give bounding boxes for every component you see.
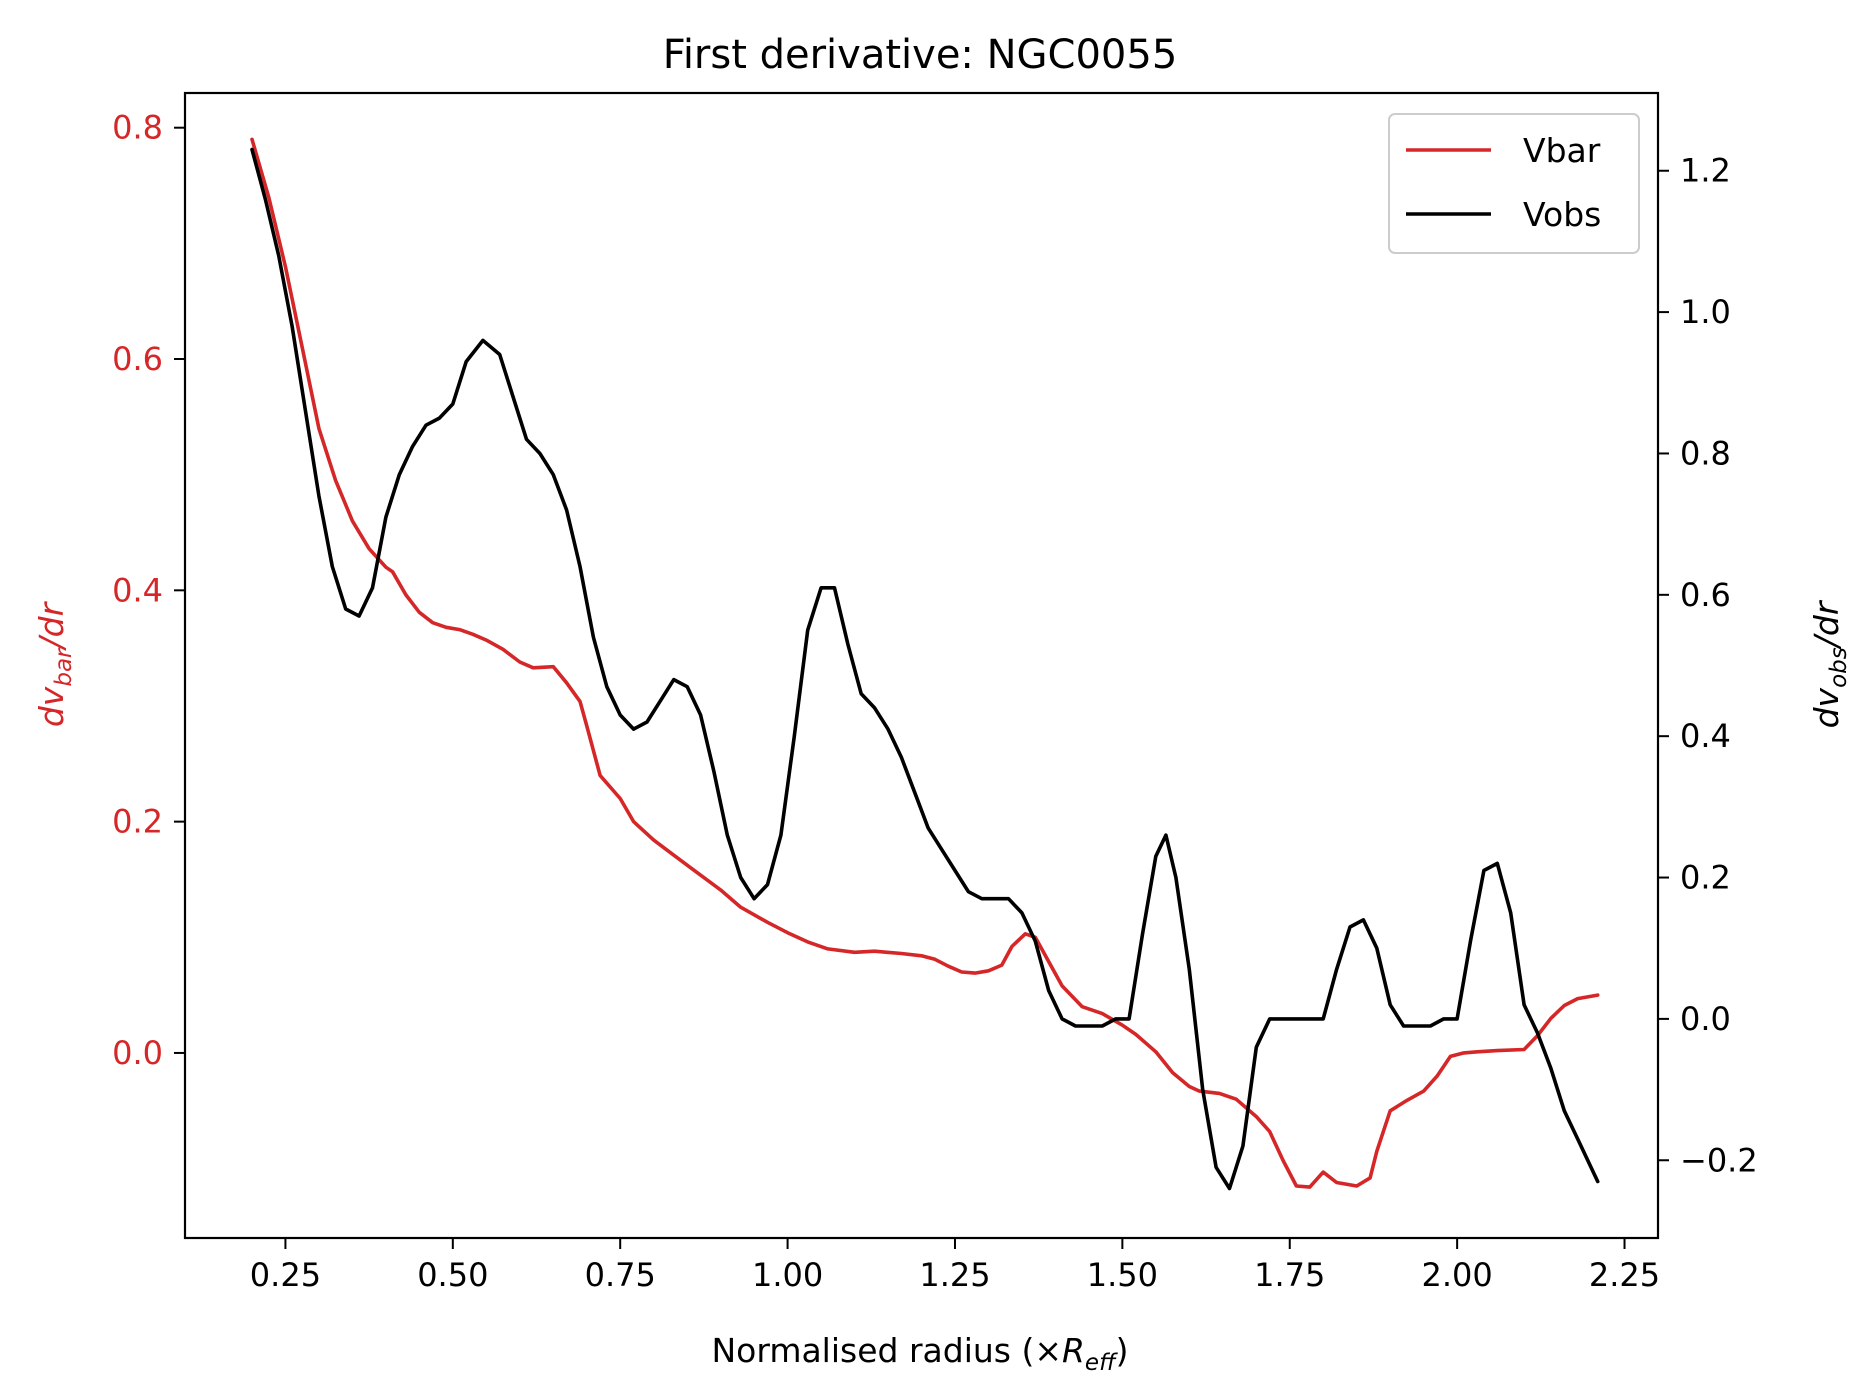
legend: Vbar Vobs bbox=[1388, 113, 1640, 254]
right-y-tick-label: 0.2 bbox=[1680, 859, 1731, 897]
x-tick-label: 0.50 bbox=[417, 1256, 488, 1294]
right-y-tick-label: 0.4 bbox=[1680, 717, 1731, 755]
right-y-tick-label: 0.6 bbox=[1680, 576, 1731, 614]
x-tick-label: 1.50 bbox=[1087, 1256, 1158, 1294]
right-y-axis-label: dvobs/dr bbox=[1807, 599, 1852, 728]
right-y-tick-label: 0.0 bbox=[1680, 1000, 1731, 1038]
left-y-tick-label: 0.8 bbox=[112, 109, 163, 147]
left-y-tick-label: 0.0 bbox=[112, 1034, 163, 1072]
legend-label-vobs: Vobs bbox=[1523, 195, 1601, 234]
x-tick-label: 2.00 bbox=[1422, 1256, 1493, 1294]
plot-area bbox=[250, 137, 1600, 1191]
legend-label-vbar: Vbar bbox=[1523, 131, 1601, 170]
x-tick-label: 2.25 bbox=[1589, 1256, 1660, 1294]
x-axis-label: Normalised radius (×Reff) bbox=[711, 1331, 1128, 1376]
right-y-tick-label: 1.0 bbox=[1680, 293, 1731, 331]
chart-title: First derivative: NGC0055 bbox=[663, 32, 1178, 78]
vobs-line bbox=[250, 147, 1600, 1191]
left-y-axis-ticks: 0.0 0.2 0.4 0.6 0.8 bbox=[112, 109, 185, 1072]
left-y-tick-label: 0.4 bbox=[112, 571, 163, 609]
vbar-line bbox=[250, 137, 1600, 1189]
left-y-tick-label: 0.2 bbox=[112, 803, 163, 841]
x-tick-label: 0.25 bbox=[250, 1256, 321, 1294]
right-y-tick-label: −0.2 bbox=[1680, 1141, 1758, 1179]
x-tick-label: 1.00 bbox=[752, 1256, 823, 1294]
left-y-tick-label: 0.6 bbox=[112, 340, 163, 378]
x-tick-label: 0.75 bbox=[585, 1256, 656, 1294]
x-axis-ticks: 0.25 0.50 0.75 1.00 1.25 1.50 1.75 2.00 2.25 bbox=[250, 1238, 1660, 1294]
right-y-axis-ticks: −0.2 0.0 0.2 0.4 0.6 0.8 1.0 1.2 bbox=[1658, 152, 1758, 1179]
x-tick-label: 1.25 bbox=[919, 1256, 990, 1294]
right-y-tick-label: 1.2 bbox=[1680, 152, 1731, 190]
left-y-axis-label: dvbar/dr bbox=[32, 600, 77, 727]
right-y-tick-label: 0.8 bbox=[1680, 434, 1731, 472]
legend-box bbox=[1388, 113, 1640, 254]
plot-frame bbox=[183, 91, 1660, 1240]
x-tick-label: 1.75 bbox=[1254, 1256, 1325, 1294]
